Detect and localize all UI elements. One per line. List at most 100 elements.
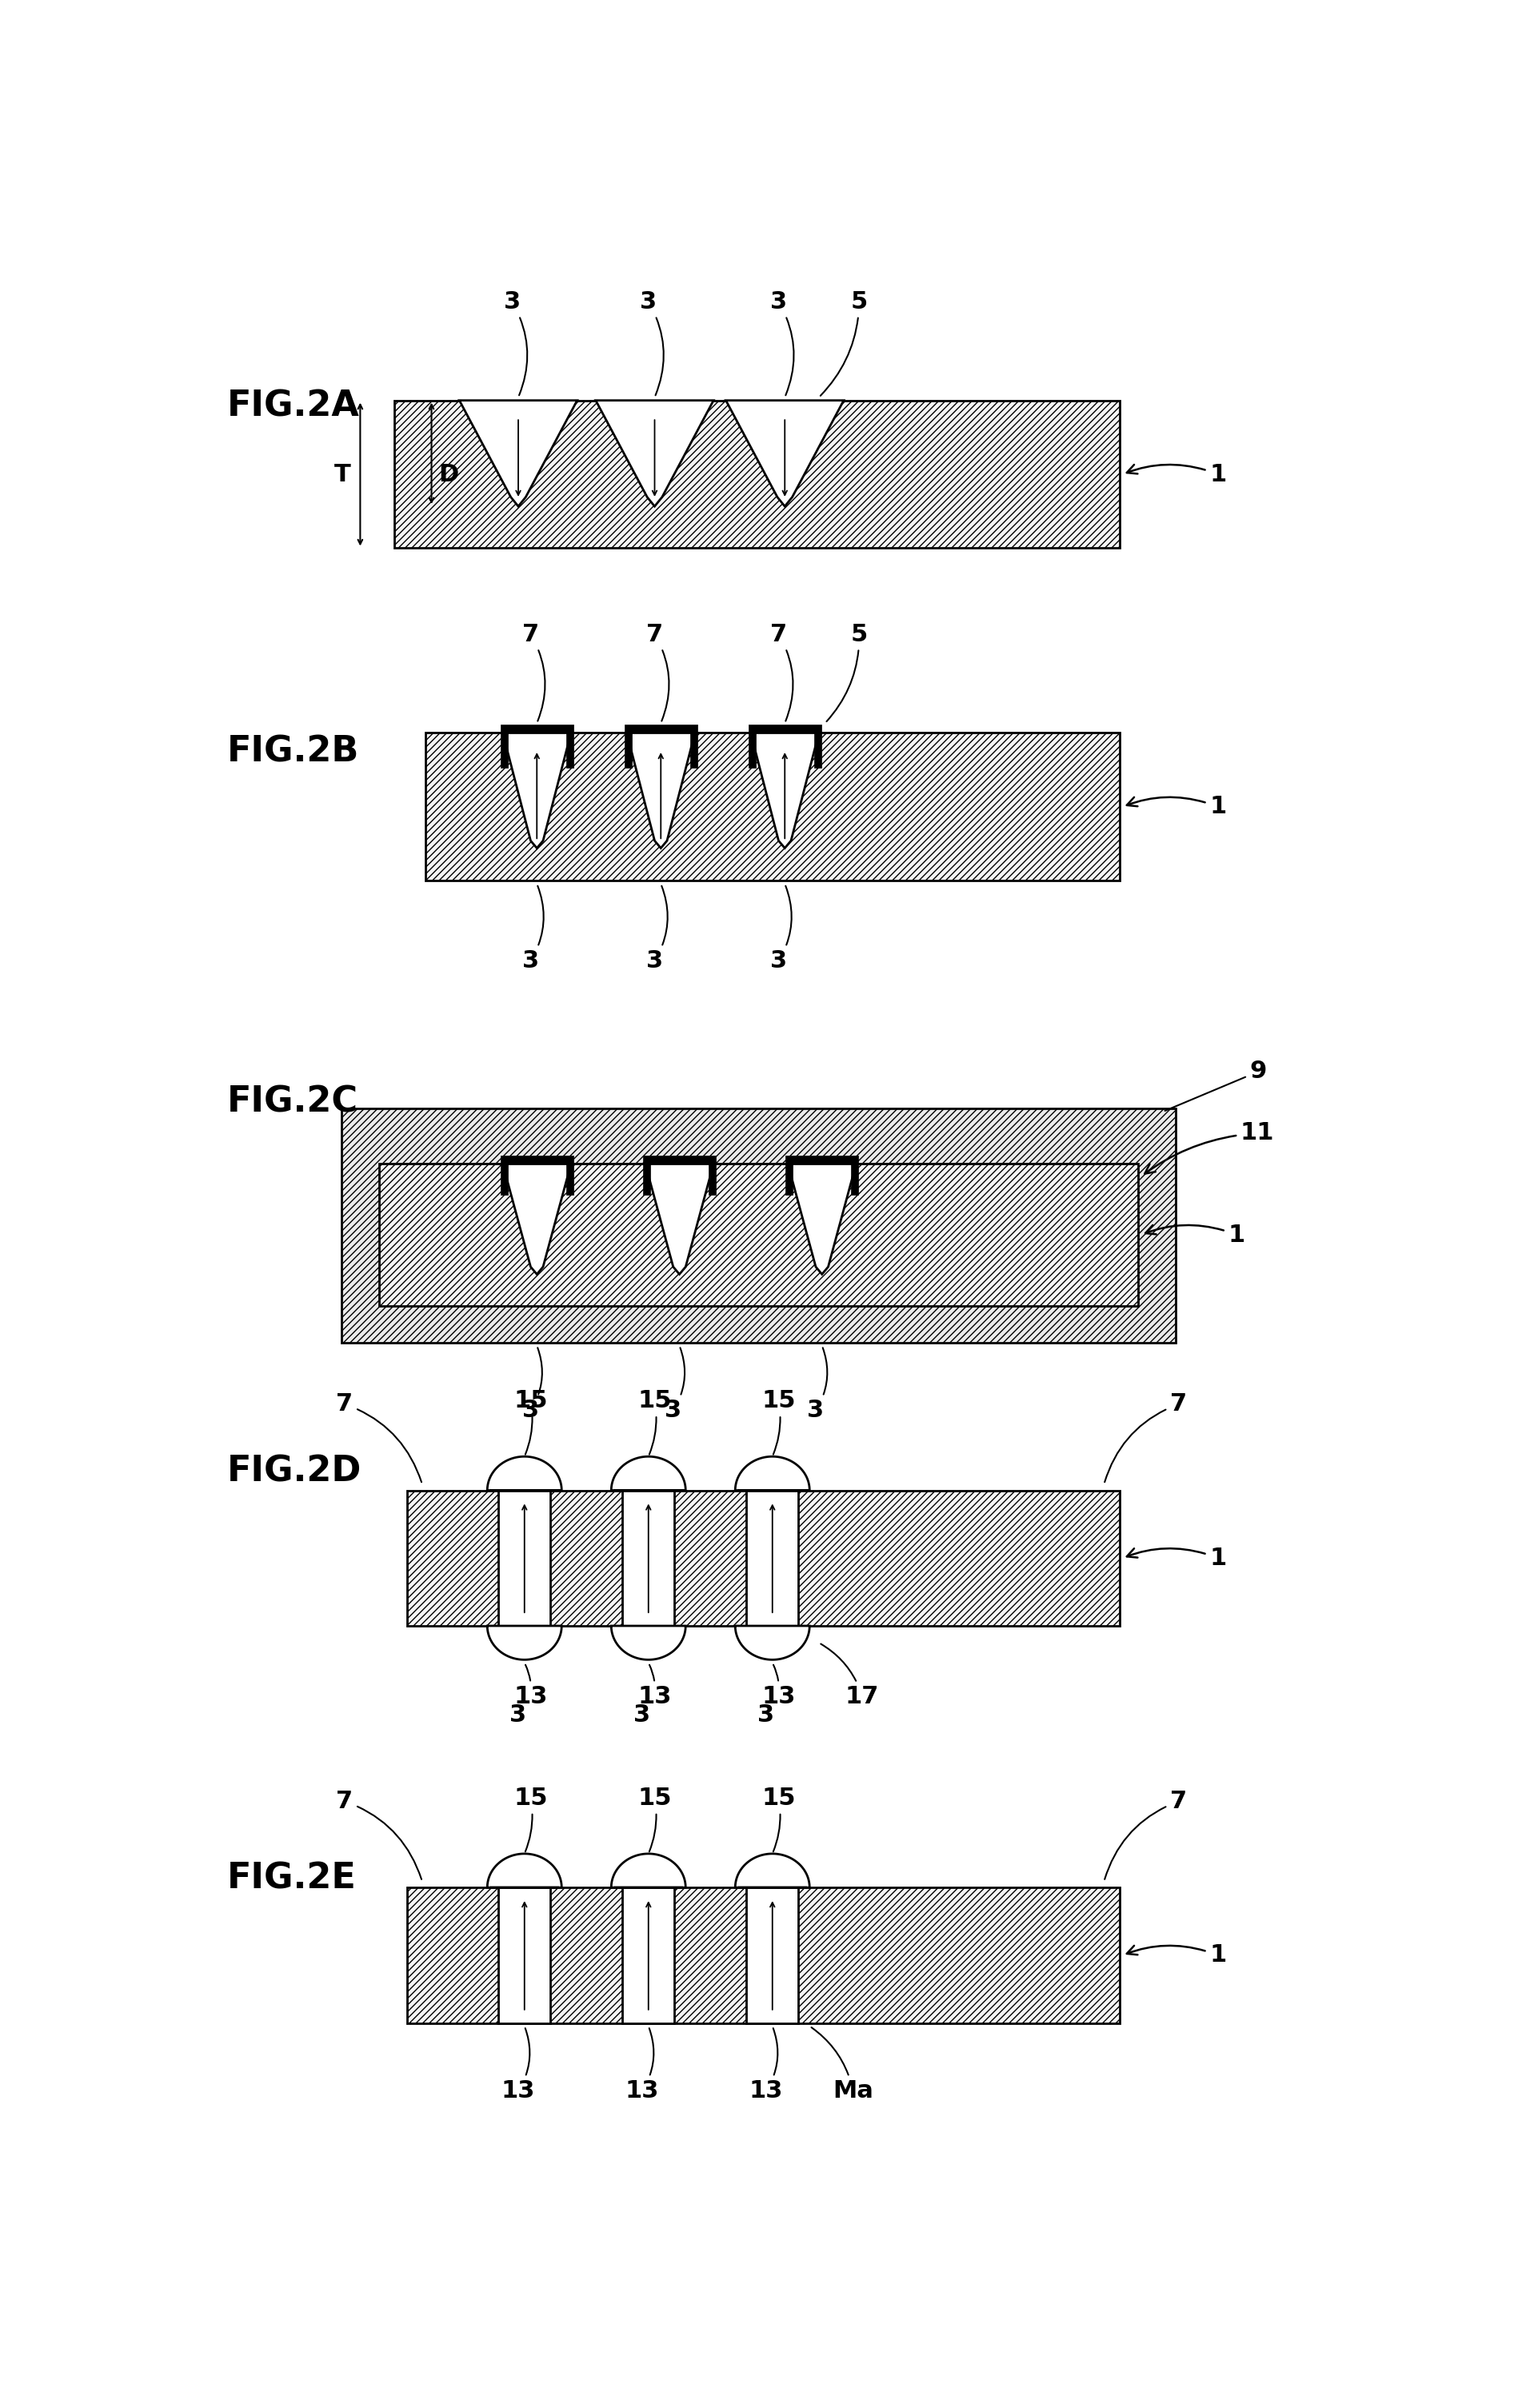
Text: 13: 13 <box>750 2028 783 2102</box>
Bar <box>622 1888 674 2023</box>
Polygon shape <box>612 1854 686 1888</box>
Bar <box>490 1881 559 1888</box>
Text: FIG.2E: FIG.2E <box>226 1861 357 1895</box>
Text: 7: 7 <box>337 1789 422 1878</box>
Text: 3: 3 <box>665 1348 685 1421</box>
Polygon shape <box>788 1163 856 1274</box>
Bar <box>613 1881 683 1888</box>
Text: 3: 3 <box>770 886 791 973</box>
Bar <box>738 1483 808 1491</box>
Text: 3: 3 <box>641 291 663 395</box>
Text: 7: 7 <box>1105 1392 1187 1481</box>
Text: 5: 5 <box>820 291 868 395</box>
Bar <box>380 1163 1138 1305</box>
Text: 5: 5 <box>827 624 868 722</box>
Bar <box>748 725 821 732</box>
Text: 9: 9 <box>1164 1060 1266 1110</box>
Bar <box>747 1888 798 2023</box>
Polygon shape <box>612 1457 686 1491</box>
Bar <box>852 1163 859 1194</box>
Text: 15: 15 <box>638 1787 671 1852</box>
Polygon shape <box>487 1854 562 1888</box>
Polygon shape <box>460 400 577 506</box>
Bar <box>691 732 697 768</box>
Text: 15: 15 <box>638 1389 671 1454</box>
Text: 3: 3 <box>510 1702 527 1727</box>
Text: FIG.2D: FIG.2D <box>226 1454 361 1488</box>
Text: 3: 3 <box>757 1702 774 1727</box>
Polygon shape <box>735 1625 809 1659</box>
Text: 3: 3 <box>808 1348 827 1421</box>
Bar <box>624 725 697 732</box>
Text: Ma: Ma <box>812 2028 873 2102</box>
Bar <box>501 725 574 732</box>
Bar <box>738 1625 808 1633</box>
Text: 13: 13 <box>638 1664 671 1707</box>
Bar <box>498 1888 551 2023</box>
Text: 15: 15 <box>513 1389 548 1454</box>
Text: 15: 15 <box>762 1787 795 1852</box>
Bar <box>342 1108 1175 1344</box>
Bar <box>407 1888 1119 2023</box>
Polygon shape <box>595 400 713 506</box>
Text: 3: 3 <box>504 291 527 395</box>
Text: 1: 1 <box>1146 1223 1245 1247</box>
Polygon shape <box>735 1457 809 1491</box>
Text: 1: 1 <box>1126 1546 1227 1570</box>
Text: 3: 3 <box>522 886 543 973</box>
Bar <box>785 1163 792 1194</box>
Text: D: D <box>439 462 458 486</box>
Bar <box>490 1625 559 1633</box>
Bar <box>425 732 1119 881</box>
Polygon shape <box>645 1163 713 1274</box>
Text: 7: 7 <box>647 624 669 720</box>
Text: 17: 17 <box>821 1645 879 1707</box>
Text: 13: 13 <box>501 2028 536 2102</box>
Bar <box>814 732 821 768</box>
Text: 1: 1 <box>1126 795 1227 819</box>
Bar <box>785 1156 859 1163</box>
Polygon shape <box>627 732 695 848</box>
Text: 15: 15 <box>762 1389 795 1454</box>
Bar <box>747 1491 798 1625</box>
Polygon shape <box>502 732 571 848</box>
Polygon shape <box>735 1854 809 1888</box>
Bar <box>613 1483 683 1491</box>
Text: 7: 7 <box>1105 1789 1187 1878</box>
Bar <box>642 1156 716 1163</box>
Text: 15: 15 <box>513 1787 548 1852</box>
Polygon shape <box>487 1457 562 1491</box>
Text: FIG.2C: FIG.2C <box>226 1086 358 1120</box>
Text: 3: 3 <box>522 1348 542 1421</box>
Text: 3: 3 <box>770 291 794 395</box>
Bar <box>738 1881 808 1888</box>
Bar <box>501 1156 574 1163</box>
Text: 3: 3 <box>647 886 668 973</box>
Bar <box>642 1163 650 1194</box>
Bar <box>624 732 631 768</box>
Bar <box>395 400 1119 549</box>
Bar <box>613 1625 683 1633</box>
Text: FIG.2A: FIG.2A <box>226 390 360 424</box>
Text: 7: 7 <box>522 624 545 720</box>
Bar <box>566 732 574 768</box>
Polygon shape <box>487 1625 562 1659</box>
Bar <box>490 1483 559 1491</box>
Text: 3: 3 <box>635 1702 651 1727</box>
Bar <box>709 1163 716 1194</box>
Polygon shape <box>612 1625 686 1659</box>
Bar <box>407 1491 1119 1625</box>
Text: 7: 7 <box>770 624 792 720</box>
Bar <box>622 1491 674 1625</box>
Text: 11: 11 <box>1145 1122 1275 1173</box>
Bar <box>501 1163 507 1194</box>
Bar <box>566 1163 574 1194</box>
Text: 1: 1 <box>1126 1943 1227 1967</box>
Polygon shape <box>502 1163 571 1274</box>
Bar <box>501 732 507 768</box>
Text: 13: 13 <box>625 2028 659 2102</box>
Bar <box>498 1491 551 1625</box>
Text: FIG.2B: FIG.2B <box>226 734 360 768</box>
Text: 13: 13 <box>513 1664 548 1707</box>
Text: 1: 1 <box>1126 462 1227 486</box>
